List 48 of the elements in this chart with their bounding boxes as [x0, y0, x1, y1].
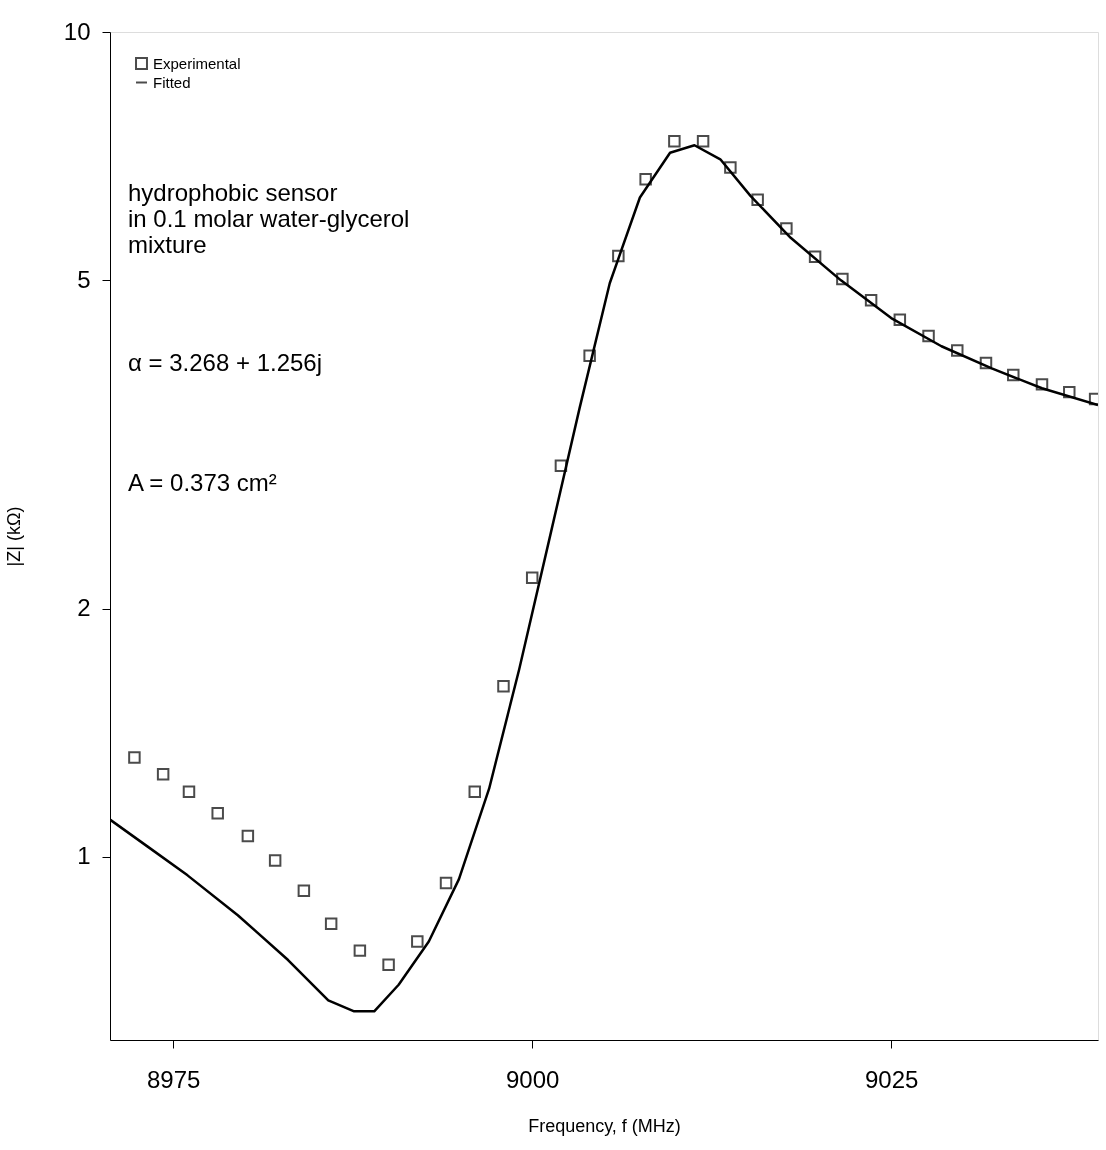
point	[696, 135, 710, 148]
point	[297, 884, 311, 898]
point	[583, 349, 596, 363]
point	[353, 944, 367, 957]
point	[411, 935, 424, 948]
x-tick-label: 9025	[865, 1065, 919, 1093]
point	[780, 222, 793, 235]
point	[922, 329, 935, 343]
point	[836, 272, 849, 286]
point	[951, 344, 964, 357]
point	[497, 680, 510, 693]
point	[182, 785, 196, 798]
point	[864, 293, 878, 307]
point	[324, 917, 338, 930]
legend-label: Experimental	[153, 54, 241, 72]
point	[156, 767, 170, 781]
point	[668, 135, 681, 148]
y-axis-title: |Z| (kΩ)	[3, 506, 24, 567]
point	[554, 459, 568, 472]
point	[525, 571, 539, 584]
x-tick-label: 9000	[506, 1065, 560, 1093]
annotation: α = 3.268 + 1.256j	[128, 349, 323, 376]
y-tick-label: 2	[77, 594, 91, 622]
point	[241, 829, 255, 843]
point	[724, 161, 737, 174]
point	[128, 751, 141, 764]
point	[268, 854, 282, 867]
point	[1035, 378, 1049, 391]
point	[468, 785, 481, 798]
point	[1063, 385, 1076, 399]
annotation: A = 0.373 cm²	[128, 469, 277, 496]
x-axis-title: Frequency, f (MHz)	[528, 1115, 681, 1136]
y-tick-label: 10	[63, 17, 91, 45]
y-tick-label: 5	[77, 265, 91, 293]
annotation: hydrophobic sensor in 0.1 molar water-glycerol mixture	[128, 179, 410, 258]
point	[382, 958, 395, 972]
point	[893, 313, 907, 326]
point	[751, 193, 764, 207]
point	[808, 250, 822, 264]
point	[612, 249, 625, 263]
point	[1007, 368, 1020, 382]
point	[211, 806, 224, 820]
y-tick-label: 1	[77, 842, 91, 870]
x-tick-label: 8975	[146, 1065, 201, 1093]
point	[439, 876, 453, 890]
point	[979, 356, 993, 370]
point	[639, 173, 652, 186]
legend-label: Fitted	[153, 73, 191, 91]
